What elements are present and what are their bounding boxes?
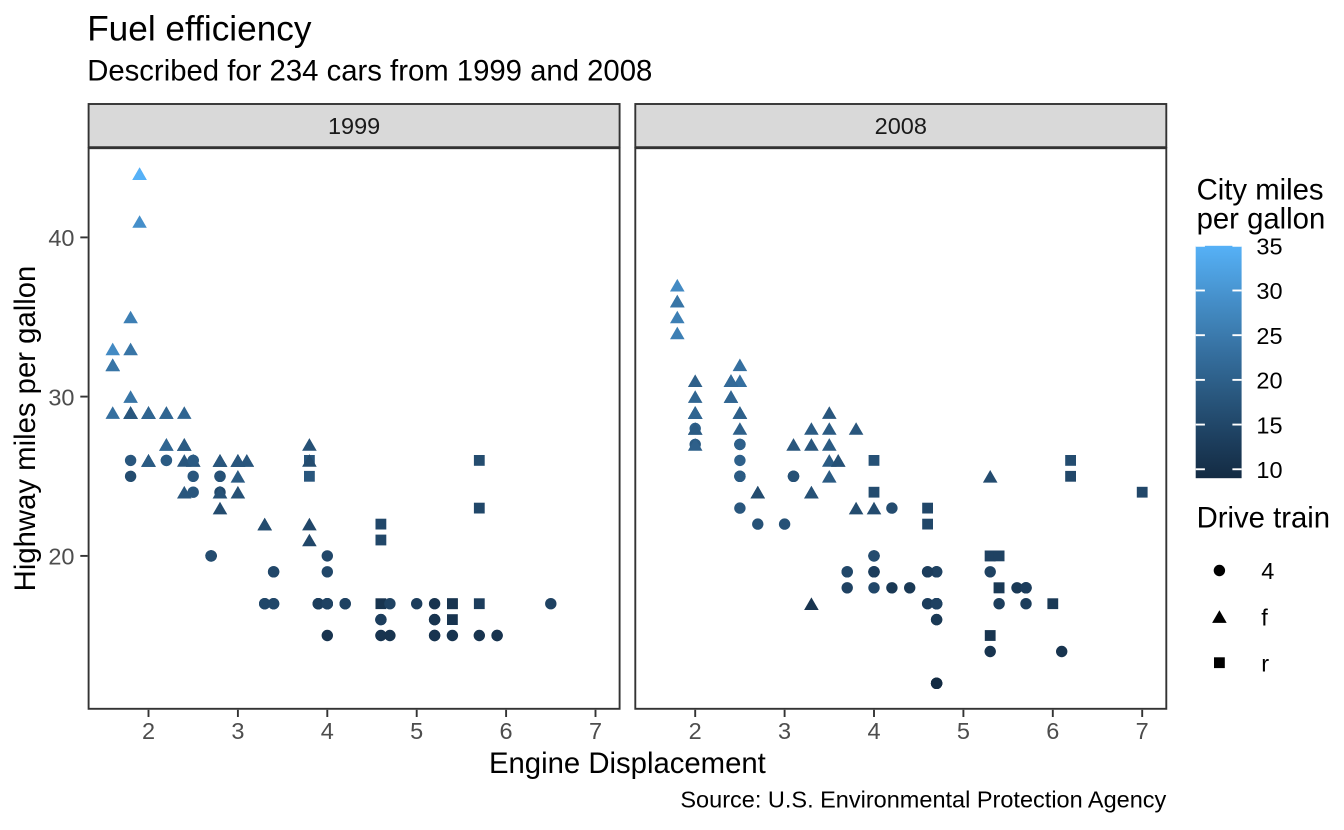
svg-text:Highway miles per gallon: Highway miles per gallon: [9, 266, 42, 592]
svg-text:3: 3: [778, 718, 791, 744]
svg-text:f: f: [1261, 604, 1268, 630]
svg-text:35: 35: [1256, 234, 1282, 260]
svg-text:Engine Displacement: Engine Displacement: [489, 747, 766, 780]
svg-text:Source: U.S. Environmental Pro: Source: U.S. Environmental Protection Ag…: [680, 787, 1166, 813]
svg-text:4: 4: [1261, 558, 1274, 584]
svg-text:30: 30: [48, 384, 74, 410]
svg-text:City miles: City miles: [1197, 174, 1324, 207]
svg-text:2: 2: [689, 718, 702, 744]
svg-text:7: 7: [1136, 718, 1149, 744]
svg-text:10: 10: [1256, 457, 1282, 483]
svg-text:Drive train: Drive train: [1197, 502, 1331, 535]
svg-text:7: 7: [589, 718, 602, 744]
svg-text:20: 20: [48, 544, 74, 570]
svg-text:2: 2: [142, 718, 155, 744]
svg-text:2008: 2008: [875, 113, 927, 139]
svg-text:r: r: [1261, 650, 1269, 676]
svg-text:5: 5: [410, 718, 423, 744]
svg-text:6: 6: [1046, 718, 1059, 744]
svg-text:3: 3: [231, 718, 244, 744]
svg-text:5: 5: [957, 718, 970, 744]
svg-text:per gallon: per gallon: [1197, 203, 1326, 236]
svg-text:4: 4: [321, 718, 334, 744]
svg-text:25: 25: [1256, 323, 1282, 349]
svg-text:4: 4: [867, 718, 880, 744]
svg-text:15: 15: [1256, 412, 1282, 438]
svg-text:40: 40: [48, 225, 74, 251]
svg-text:30: 30: [1256, 278, 1282, 304]
svg-text:6: 6: [500, 718, 513, 744]
svg-text:1999: 1999: [328, 113, 380, 139]
svg-text:Fuel efficiency: Fuel efficiency: [87, 10, 312, 49]
svg-text:20: 20: [1256, 368, 1282, 394]
svg-text:Described for 234 cars from 19: Described for 234 cars from 1999 and 200…: [87, 55, 652, 88]
